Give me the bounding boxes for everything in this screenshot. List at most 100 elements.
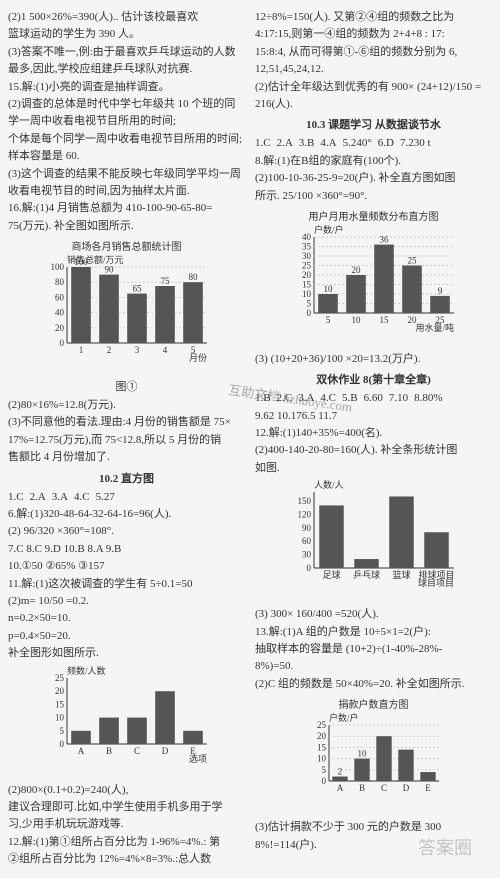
text-line: 17%=12.75(万元),而 75<12.8,所以 5 月份的销 bbox=[8, 433, 245, 448]
chart-freq1: 0510152025ABCDE频数/人数选项 bbox=[8, 666, 245, 779]
text-line: 补全图形如图所示. bbox=[8, 646, 245, 661]
svg-text:5: 5 bbox=[306, 298, 311, 308]
svg-text:20: 20 bbox=[55, 323, 65, 333]
chart-sports: 0306090120150足球乒乓球篮球排球项目人数/人球目项目 bbox=[255, 480, 492, 603]
text-line: 4:17:15,则第一④组的频数为 2+4+8 : 17: bbox=[255, 27, 492, 42]
text-line: 12.解:(1)第①组所占百分比为 1-96%=4%.: 第 bbox=[8, 835, 245, 850]
text-line: 8.解:(1)在B组的家庭有(100个). bbox=[255, 154, 492, 169]
svg-text:10: 10 bbox=[302, 289, 312, 299]
svg-text:D: D bbox=[161, 746, 168, 756]
text-line: 8%)=50. bbox=[255, 659, 492, 674]
svg-text:20: 20 bbox=[55, 686, 65, 696]
text-line: 最多,因此,学校应组建乒乓球队对抗赛. bbox=[8, 62, 245, 77]
svg-text:90: 90 bbox=[302, 523, 312, 533]
answer-item: 3.B bbox=[299, 137, 315, 149]
svg-text:3: 3 bbox=[134, 345, 139, 355]
answer-item: 4.C bbox=[74, 491, 90, 503]
svg-text:20: 20 bbox=[351, 265, 361, 275]
text-line: 6.解:(1)320-48-64-32-64-16=96(人). bbox=[8, 507, 245, 522]
text-line: 个体是每个同学一周中收看电视节目所用的时间; bbox=[8, 132, 245, 147]
text-line: (2)1 500×26%=390(人).. 估计该校最喜欢 bbox=[8, 10, 245, 25]
svg-text:40: 40 bbox=[302, 232, 312, 242]
svg-text:A: A bbox=[77, 746, 84, 756]
svg-text:9: 9 bbox=[437, 286, 442, 296]
text-line: 10.①50 ②65% ③157 bbox=[8, 559, 245, 574]
svg-text:户数/户: 户数/户 bbox=[314, 225, 344, 235]
chart-donation-title: 捐款户数直方图 bbox=[255, 696, 492, 711]
answer-item: 7.10 bbox=[389, 392, 408, 404]
svg-text:篮球: 篮球 bbox=[392, 569, 410, 580]
svg-text:36: 36 bbox=[379, 235, 389, 245]
text-line: ②组所占百分比为 12%=4%×8=3%.:总人数 bbox=[8, 852, 245, 867]
text-line: 所示. 25/100 ×360°=90°. bbox=[255, 189, 492, 204]
text-line: 8%!=114(户). bbox=[255, 838, 492, 853]
text-line: p=0.4×50=20. bbox=[8, 629, 245, 644]
answer-item: 5.B bbox=[342, 392, 358, 404]
svg-text:A: A bbox=[336, 783, 343, 793]
text-line: 样本容量是 60. bbox=[8, 149, 245, 164]
text-line: (3)答案不唯一,例:由于最喜欢乒乓球运动的人数 bbox=[8, 45, 245, 60]
svg-text:10: 10 bbox=[323, 284, 333, 294]
section-weekend: 双休作业 8(第十章全章) bbox=[255, 371, 492, 387]
text-line: 售额比 4 月份增加了. bbox=[8, 450, 245, 465]
svg-text:75: 75 bbox=[160, 276, 170, 286]
text-line: 9.62 10.176.5 11.7 bbox=[255, 409, 492, 424]
text-line: 216(人). bbox=[255, 97, 492, 112]
answer-item: 2.C bbox=[277, 392, 293, 404]
svg-text:2: 2 bbox=[337, 767, 342, 777]
chart-caption: 图① bbox=[8, 378, 245, 394]
text-line: n=0.2×50=10. bbox=[8, 611, 245, 626]
svg-text:25: 25 bbox=[407, 255, 417, 265]
svg-text:65: 65 bbox=[132, 284, 142, 294]
answer-item: 2.A bbox=[30, 491, 46, 503]
text-line: (3)这个调查的结果不能反映七年级同学平均一周 bbox=[8, 167, 245, 182]
text-line: 15.解:(1)小亮的调查是抽样调查。 bbox=[8, 80, 245, 95]
svg-text:0: 0 bbox=[321, 776, 326, 786]
svg-text:40: 40 bbox=[55, 308, 65, 318]
text-line: 13.解:(1)A 组的户数是 10÷5×1=2(户): bbox=[255, 625, 492, 640]
chart-sales-title: 商场各月销售总额统计图 bbox=[8, 238, 245, 253]
svg-text:80: 80 bbox=[188, 272, 198, 282]
svg-text:选项: 选项 bbox=[188, 753, 206, 764]
text-line: (2)80×16%=12.8(万元). bbox=[8, 398, 245, 413]
svg-text:80: 80 bbox=[55, 277, 65, 287]
answer-item: 8.80% bbox=[414, 392, 442, 404]
svg-text:10: 10 bbox=[317, 754, 327, 764]
svg-text:5: 5 bbox=[325, 315, 330, 325]
text-line: (2)m= 10/50 =0.2. bbox=[8, 594, 245, 609]
svg-text:B: B bbox=[105, 746, 111, 756]
svg-text:90: 90 bbox=[104, 265, 114, 275]
svg-text:4: 4 bbox=[162, 345, 167, 355]
svg-text:乒乓球: 乒乓球 bbox=[352, 569, 379, 580]
svg-text:销售总额/万元: 销售总额/万元 bbox=[67, 255, 124, 265]
svg-text:25: 25 bbox=[302, 260, 312, 270]
text-line: 抽取样本的容量是 (10+2)÷(1-40%-28%- bbox=[255, 642, 492, 657]
text-line: (2)400-140-20-80=160(人). 补全条形统计图 bbox=[255, 443, 492, 458]
svg-text:足球: 足球 bbox=[322, 569, 340, 580]
text-line: 11.解:(1)这次被调查的学生有 5÷0.1=50 bbox=[8, 577, 245, 592]
text-line: 75(万元). 补全图如图所示. bbox=[8, 219, 245, 234]
svg-text:15: 15 bbox=[317, 743, 327, 753]
text-line: (2) 96/320 ×360°=108°. bbox=[8, 524, 245, 539]
text-line: 7.C 8.C 9.D 10.B 8.A 9.B bbox=[8, 542, 245, 557]
right-column: 12÷8%=150(人). 又第②④组的频数之比为4:17:15,则第一④组的频… bbox=[255, 8, 492, 870]
answer-item: 2.A bbox=[277, 137, 293, 149]
svg-text:球目项目: 球目项目 bbox=[417, 577, 453, 588]
svg-text:30: 30 bbox=[302, 550, 312, 560]
svg-text:E: E bbox=[425, 783, 431, 793]
answer-item: 5.240° bbox=[343, 137, 372, 149]
svg-text:B: B bbox=[358, 783, 364, 793]
svg-text:户数/户: 户数/户 bbox=[329, 713, 359, 723]
text-line: (3) 300× 160/400 =520(人). bbox=[255, 607, 492, 622]
svg-text:2: 2 bbox=[106, 345, 111, 355]
svg-text:C: C bbox=[133, 746, 139, 756]
answer-item: 5.27 bbox=[96, 491, 115, 503]
text-line: (2)800×(0.1+0.2)=240(人), bbox=[8, 783, 245, 798]
answer-item: 7.230 t bbox=[400, 137, 431, 149]
text-line: (2)调查的总体是时代中学七年级共 10 个班的同 bbox=[8, 97, 245, 112]
text-line: (2)100-10-36-25-9=20(户). 补全直方图如图 bbox=[255, 171, 492, 186]
text-line: 习,少用手机玩玩游戏等. bbox=[8, 817, 245, 832]
svg-text:10: 10 bbox=[55, 712, 65, 722]
answer-item: 4.A bbox=[320, 137, 336, 149]
svg-text:10: 10 bbox=[357, 749, 367, 759]
